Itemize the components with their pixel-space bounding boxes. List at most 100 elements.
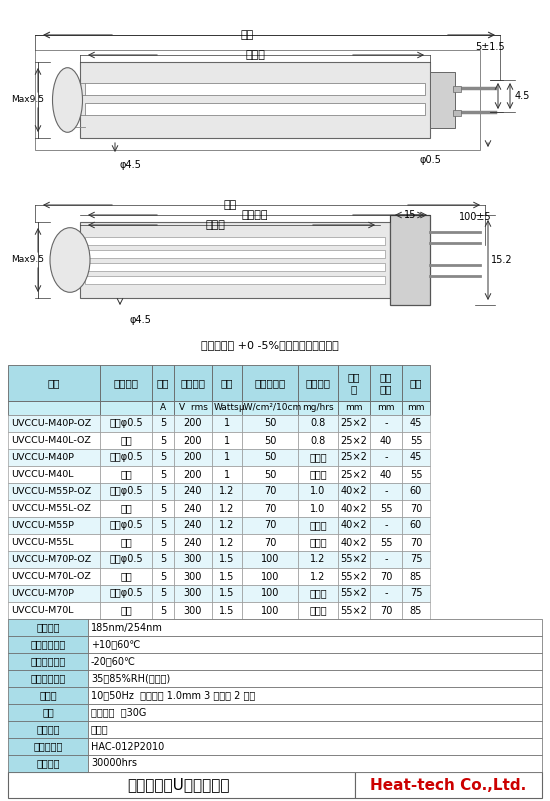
Text: 85: 85 <box>410 571 422 582</box>
Text: 5: 5 <box>160 453 166 462</box>
FancyBboxPatch shape <box>85 263 385 271</box>
FancyBboxPatch shape <box>338 365 370 401</box>
FancyBboxPatch shape <box>100 365 152 401</box>
Text: 發射長: 發射長 <box>245 50 265 60</box>
FancyBboxPatch shape <box>85 250 385 258</box>
Text: 5: 5 <box>160 521 166 530</box>
FancyBboxPatch shape <box>174 602 212 619</box>
FancyBboxPatch shape <box>298 500 338 517</box>
Text: 5: 5 <box>160 537 166 548</box>
Text: UVCCU-M70P: UVCCU-M70P <box>11 589 74 598</box>
FancyBboxPatch shape <box>152 483 174 500</box>
Text: 5: 5 <box>160 436 166 445</box>
Text: V  rms: V rms <box>179 404 207 413</box>
Text: 無臭氧: 無臭氧 <box>309 521 327 530</box>
FancyBboxPatch shape <box>402 432 430 449</box>
FancyBboxPatch shape <box>88 704 542 721</box>
Text: 300: 300 <box>184 606 202 615</box>
FancyBboxPatch shape <box>152 449 174 466</box>
FancyBboxPatch shape <box>212 432 242 449</box>
Text: UVCCU-M70L: UVCCU-M70L <box>11 606 74 615</box>
Text: 1.2: 1.2 <box>219 504 235 513</box>
Text: 全長: 全長 <box>223 200 236 210</box>
FancyBboxPatch shape <box>100 585 152 602</box>
Text: φ0.5: φ0.5 <box>419 155 441 165</box>
Ellipse shape <box>52 68 82 132</box>
Text: UVCCU-M40P-OZ: UVCCU-M40P-OZ <box>11 419 91 428</box>
Text: 電流: 電流 <box>157 378 169 388</box>
FancyBboxPatch shape <box>88 670 542 687</box>
FancyBboxPatch shape <box>152 517 174 534</box>
FancyBboxPatch shape <box>100 534 152 551</box>
Text: +10～60℃: +10～60℃ <box>91 639 140 650</box>
FancyBboxPatch shape <box>402 449 430 466</box>
FancyBboxPatch shape <box>242 415 298 432</box>
Text: 55×2: 55×2 <box>340 606 367 615</box>
FancyBboxPatch shape <box>298 401 338 415</box>
FancyBboxPatch shape <box>370 466 402 483</box>
FancyBboxPatch shape <box>174 534 212 551</box>
FancyBboxPatch shape <box>402 534 430 551</box>
FancyBboxPatch shape <box>453 86 461 92</box>
FancyBboxPatch shape <box>212 551 242 568</box>
FancyBboxPatch shape <box>298 602 338 619</box>
FancyBboxPatch shape <box>152 500 174 517</box>
FancyBboxPatch shape <box>370 415 402 432</box>
FancyBboxPatch shape <box>8 401 100 415</box>
FancyBboxPatch shape <box>100 568 152 585</box>
Text: 55: 55 <box>410 436 422 445</box>
FancyBboxPatch shape <box>100 401 152 415</box>
FancyBboxPatch shape <box>85 276 385 284</box>
Text: 工作溫度範圍: 工作溫度範圍 <box>30 639 65 650</box>
Text: 35～85%RH(無凝露): 35～85%RH(無凝露) <box>91 674 170 683</box>
Text: 25×2: 25×2 <box>340 469 367 480</box>
FancyBboxPatch shape <box>242 585 298 602</box>
FancyBboxPatch shape <box>242 483 298 500</box>
FancyBboxPatch shape <box>370 365 402 401</box>
Text: 發射長: 發射長 <box>205 220 225 230</box>
Text: 無臭氧: 無臭氧 <box>309 469 327 480</box>
FancyBboxPatch shape <box>88 653 542 670</box>
Text: 40: 40 <box>380 469 392 480</box>
Text: 1.2: 1.2 <box>219 521 235 530</box>
FancyBboxPatch shape <box>8 568 100 585</box>
Text: 40: 40 <box>380 436 392 445</box>
FancyBboxPatch shape <box>88 721 542 738</box>
Text: mg/hrs: mg/hrs <box>302 404 334 413</box>
FancyBboxPatch shape <box>8 432 100 449</box>
Text: 導線: 導線 <box>120 537 132 548</box>
Text: 70: 70 <box>264 504 276 513</box>
Text: 導線: 導線 <box>120 469 132 480</box>
Text: 臭氧發生: 臭氧發生 <box>305 378 331 388</box>
Text: 1.5: 1.5 <box>219 571 235 582</box>
FancyBboxPatch shape <box>242 449 298 466</box>
FancyBboxPatch shape <box>8 738 88 755</box>
FancyBboxPatch shape <box>338 517 370 534</box>
FancyBboxPatch shape <box>402 602 430 619</box>
Ellipse shape <box>50 227 90 292</box>
FancyBboxPatch shape <box>212 534 242 551</box>
FancyBboxPatch shape <box>242 365 298 401</box>
Text: 銷釘φ0.5: 銷釘φ0.5 <box>109 486 143 497</box>
Text: μW/cm²/10cm: μW/cm²/10cm <box>238 404 301 413</box>
Text: 5±1.5: 5±1.5 <box>475 42 505 52</box>
FancyBboxPatch shape <box>8 466 100 483</box>
Text: 5: 5 <box>160 606 166 615</box>
FancyBboxPatch shape <box>174 568 212 585</box>
FancyBboxPatch shape <box>88 619 542 636</box>
FancyBboxPatch shape <box>370 568 402 585</box>
Text: 型號: 型號 <box>48 378 60 388</box>
Text: 1.0: 1.0 <box>310 504 326 513</box>
Text: 5: 5 <box>160 554 166 565</box>
FancyBboxPatch shape <box>88 636 542 653</box>
FancyBboxPatch shape <box>212 401 242 415</box>
Text: mm: mm <box>345 404 363 413</box>
FancyBboxPatch shape <box>402 551 430 568</box>
Text: 70: 70 <box>410 504 422 513</box>
FancyBboxPatch shape <box>85 103 425 115</box>
Text: 200: 200 <box>184 436 202 445</box>
FancyBboxPatch shape <box>402 568 430 585</box>
Text: 推薦逆變器: 推薦逆變器 <box>34 742 63 751</box>
Text: mm: mm <box>377 404 395 413</box>
Text: 100: 100 <box>261 554 279 565</box>
